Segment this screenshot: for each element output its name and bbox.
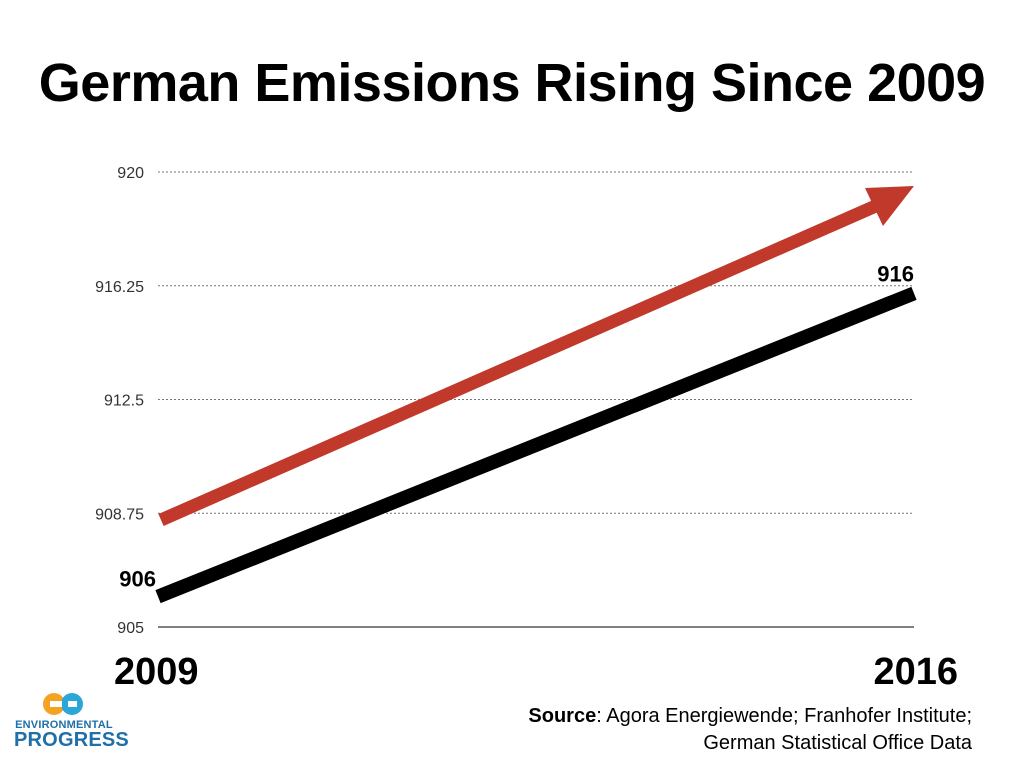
x-tick-label: 2016 [873, 651, 958, 693]
data-labels: 906 916 [119, 261, 914, 591]
chart-title: German Emissions Rising Since 2009 [38, 53, 986, 113]
y-tick-label: 920 [117, 165, 144, 182]
source-text: : Agora Energiewende; Franhofer Institut… [596, 705, 972, 754]
trend-arrow [158, 186, 914, 526]
y-tick-label: 916.25 [95, 279, 144, 296]
trend-arrow-head [865, 186, 914, 226]
data-label: 916 [877, 261, 914, 286]
x-axis-ticks: 2009 2016 [114, 651, 958, 693]
source-note: Source: Agora Energiewende; Franhofer In… [512, 703, 972, 757]
series-lines [155, 286, 917, 604]
y-axis-ticks: 905 908.75 912.5 916.25 920 [95, 165, 144, 637]
source-label: Source [528, 705, 597, 727]
y-tick-label: 905 [117, 620, 144, 637]
logo-text-line1: ENVIRONMENTAL [15, 719, 113, 731]
ep-logo-icon [43, 693, 83, 715]
y-tick-label: 912.5 [104, 393, 144, 410]
trend-arrow-shaft [158, 199, 881, 526]
x-tick-label: 2009 [114, 651, 199, 693]
data-label: 906 [119, 567, 156, 592]
logo-text-line2: PROGRESS [14, 729, 129, 751]
series-line [155, 286, 917, 604]
y-tick-label: 908.75 [95, 506, 144, 523]
grid [158, 171, 914, 628]
